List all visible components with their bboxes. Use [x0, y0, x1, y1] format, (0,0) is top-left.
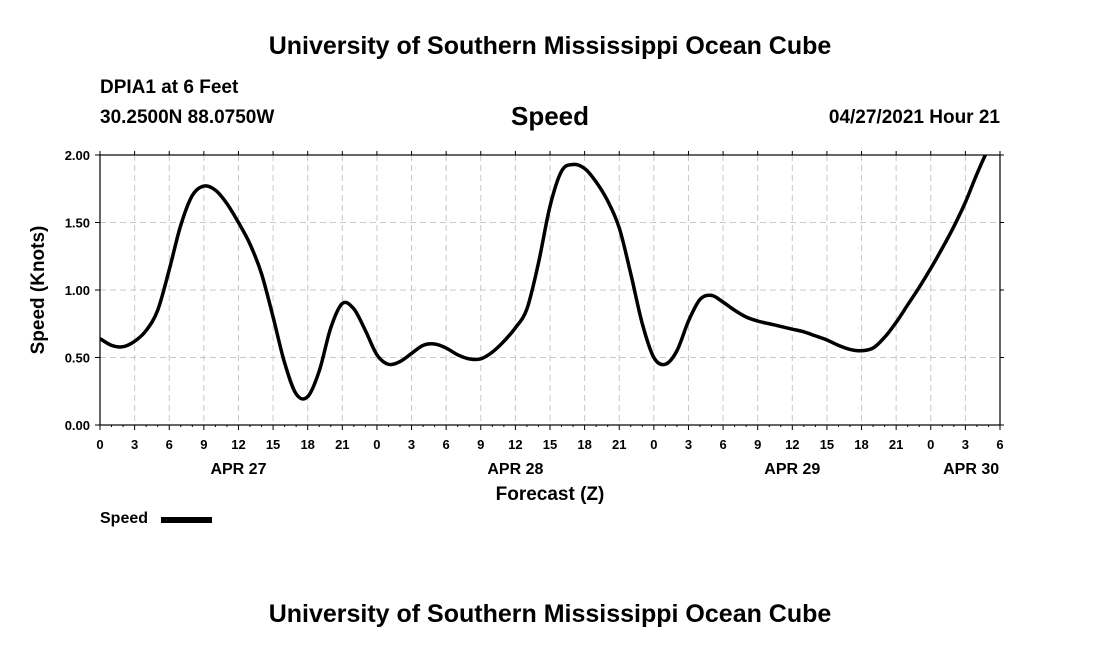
y-axis-label: Speed (Knots) — [28, 226, 49, 355]
x-tick-label: 3 — [685, 437, 692, 452]
x-tick-label: 0 — [96, 437, 103, 452]
x-tick-label: 12 — [231, 437, 245, 452]
x-tick-label: 21 — [335, 437, 349, 452]
legend-swatch — [161, 517, 212, 523]
y-tick-label: 1.00 — [65, 283, 90, 298]
footer-title: University of Southern Mississippi Ocean… — [268, 600, 832, 628]
y-tick-label: 2.00 — [65, 148, 90, 163]
date-label: APR 29 — [764, 461, 820, 478]
x-tick-label: 18 — [300, 437, 314, 452]
x-tick-label: 6 — [166, 437, 173, 452]
y-tick-label: 0.50 — [65, 351, 90, 366]
x-tick-label: 3 — [962, 437, 969, 452]
forecast-datetime: 04/27/2021 Hour 21 — [828, 107, 1000, 128]
x-tick-label: 15 — [820, 437, 834, 452]
date-label: APR 30 — [943, 461, 999, 478]
x-tick-label: 9 — [200, 437, 207, 452]
x-tick-label: 0 — [927, 437, 934, 452]
date-label: APR 28 — [487, 461, 543, 478]
y-tick-label: 0.00 — [65, 418, 90, 433]
x-tick-label: 12 — [785, 437, 799, 452]
y-tick-label: 1.50 — [65, 216, 90, 231]
x-tick-label: 15 — [266, 437, 280, 452]
x-tick-label: 21 — [889, 437, 903, 452]
legend-label: Speed — [100, 510, 149, 527]
axis-layer: 0.00 0.50 1.00 1.50 2.00 0 3 6 9 12 15 18 21 0 3 6 9 12 15… — [65, 148, 1004, 478]
series-layer — [100, 155, 988, 401]
x-tick-label: 0 — [373, 437, 380, 452]
page-title: University of Southern Mississippi Ocean… — [268, 32, 832, 60]
x-tick-label: 15 — [543, 437, 557, 452]
x-tick-label: 9 — [754, 437, 761, 452]
x-tick-label: 6 — [443, 437, 450, 452]
x-tick-label: 9 — [477, 437, 484, 452]
x-tick-label: 3 — [131, 437, 138, 452]
x-tick-label: 6 — [719, 437, 726, 452]
x-tick-label: 3 — [408, 437, 415, 452]
x-tick-label: 0 — [650, 437, 657, 452]
x-axis-label: Forecast (Z) — [496, 484, 605, 505]
grid-layer — [100, 155, 1000, 425]
x-tick-label: 18 — [577, 437, 591, 452]
x-tick-label: 12 — [508, 437, 522, 452]
coordinates-label: 30.2500N 88.0750W — [100, 107, 275, 128]
date-label: APR 27 — [210, 461, 266, 478]
x-tick-label: 6 — [996, 437, 1003, 452]
x-tick-label: 18 — [854, 437, 868, 452]
chart-title: Speed — [510, 101, 590, 131]
station-label: DPIA1 at 6 Feet — [100, 77, 239, 98]
speed-series-line — [100, 155, 988, 401]
x-tick-label: 21 — [612, 437, 626, 452]
